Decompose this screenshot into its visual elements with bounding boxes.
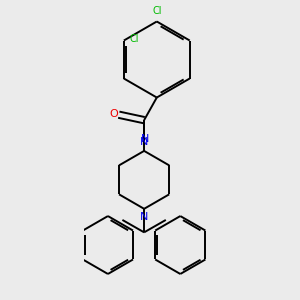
Text: Cl: Cl: [152, 6, 161, 16]
Text: N: N: [141, 134, 149, 144]
Text: N: N: [140, 212, 148, 222]
Text: Cl: Cl: [129, 34, 139, 44]
Text: N: N: [140, 137, 148, 147]
Text: O: O: [109, 109, 118, 119]
